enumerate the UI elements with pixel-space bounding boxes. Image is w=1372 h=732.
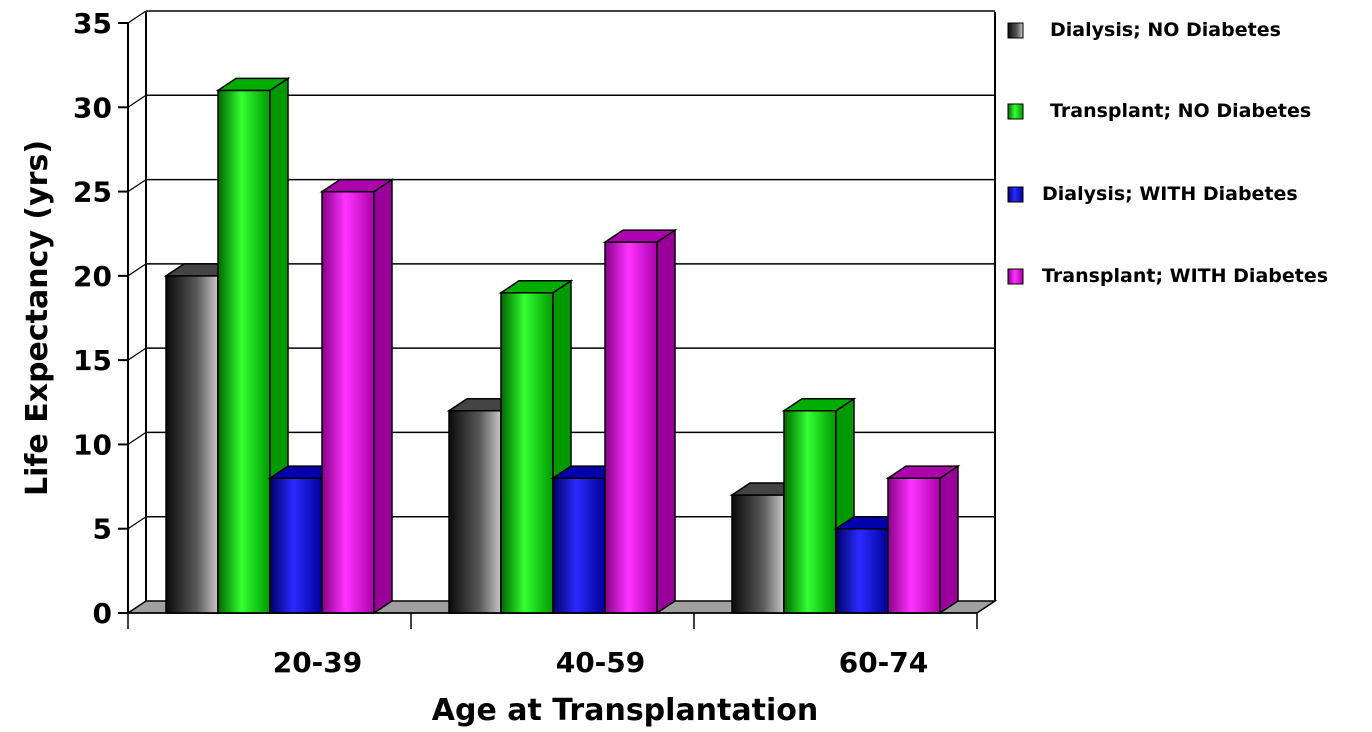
y-tick-label: 30 bbox=[73, 91, 112, 124]
bar bbox=[885, 464, 961, 615]
legend-label: Transplant; NO Diabetes bbox=[1050, 100, 1311, 122]
bar bbox=[602, 228, 678, 615]
bar bbox=[319, 178, 395, 615]
legend-swatch bbox=[1007, 186, 1024, 203]
y-tick-label: 0 bbox=[93, 597, 112, 630]
legend-label: Dialysis; NO Diabetes bbox=[1050, 19, 1281, 41]
y-tick-label: 5 bbox=[93, 513, 112, 546]
legend-swatch bbox=[1007, 103, 1024, 120]
gridline-diagonal bbox=[127, 179, 147, 193]
x-axis-title: Age at Transplantation bbox=[432, 693, 818, 728]
y-tick-label: 20 bbox=[73, 260, 112, 293]
x-tick-label: 20-39 bbox=[273, 646, 363, 679]
y-tick-label: 35 bbox=[73, 7, 112, 40]
gridline-diagonal bbox=[127, 10, 147, 24]
legend-label: Dialysis; WITH Diabetes bbox=[1042, 183, 1298, 205]
gridline-diagonal bbox=[127, 516, 147, 530]
y-tick-label: 10 bbox=[73, 428, 112, 461]
y-axis-title: Life Expectancy (yrs) bbox=[20, 140, 55, 496]
legend-label: Transplant; WITH Diabetes bbox=[1042, 265, 1328, 287]
x-tick-label: 40-59 bbox=[556, 646, 646, 679]
gridline-diagonal bbox=[127, 347, 147, 361]
legend: Dialysis; NO Diabetes Transplant; NO Diab… bbox=[1007, 19, 1328, 287]
legend-swatch bbox=[1007, 268, 1024, 285]
gridline-diagonal bbox=[127, 431, 147, 445]
gridline-diagonal bbox=[127, 94, 147, 108]
y-tick-label: 25 bbox=[73, 176, 112, 209]
gridline-diagonal bbox=[127, 263, 147, 277]
bar bbox=[498, 279, 574, 615]
x-tick-label: 60-74 bbox=[839, 646, 929, 679]
y-tick-label: 15 bbox=[73, 344, 112, 377]
legend-swatch bbox=[1007, 22, 1024, 39]
